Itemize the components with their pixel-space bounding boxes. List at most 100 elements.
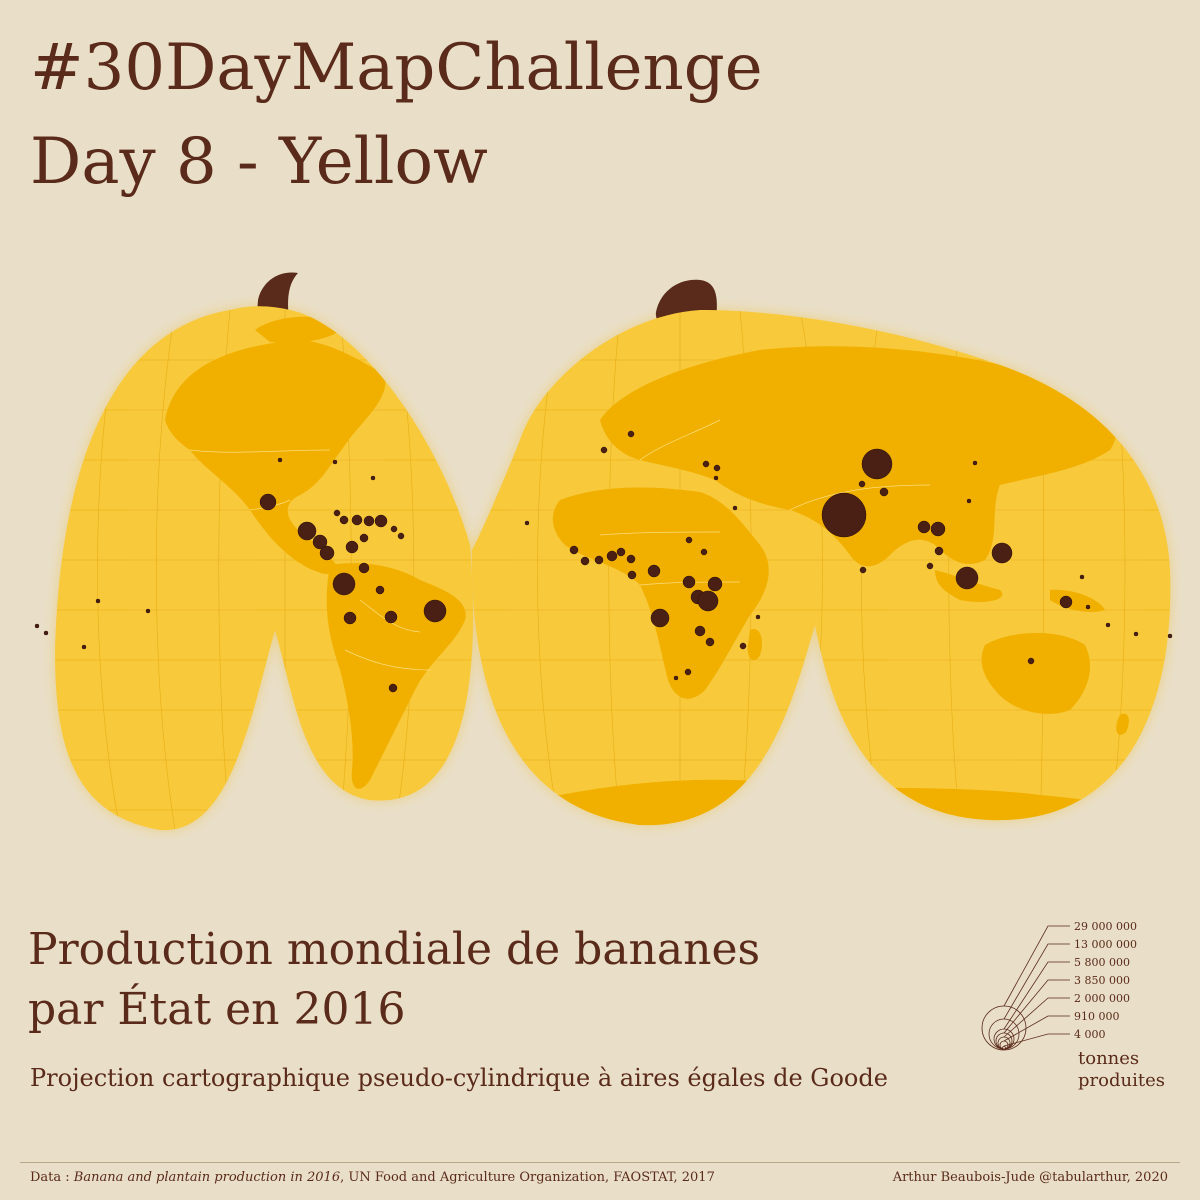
symbol: [821, 492, 867, 538]
symbol: [972, 460, 978, 466]
symbol: [966, 498, 972, 504]
symbol: [1079, 574, 1085, 580]
symbol: [606, 550, 618, 562]
legend-label: 29 000 000: [1074, 920, 1137, 933]
symbol: [358, 562, 370, 574]
symbol: [600, 446, 608, 454]
symbol: [991, 542, 1013, 564]
symbol: [345, 540, 359, 554]
map-heading-line-1: Production mondiale de bananes: [28, 924, 761, 975]
legend-label: 910 000: [1074, 1010, 1120, 1023]
symbol: [739, 642, 747, 650]
symbol: [319, 545, 335, 561]
symbol: [713, 464, 721, 472]
page-title-line-2: Day 8 - Yellow: [30, 125, 488, 199]
symbol: [647, 564, 661, 578]
symbol: [1105, 622, 1111, 628]
footer-source-title: Banana and plantain production in 2016: [73, 1170, 341, 1185]
symbol: [926, 562, 934, 570]
footer-divider: [20, 1162, 1180, 1163]
symbol: [81, 644, 87, 650]
symbol: [34, 623, 40, 629]
symbol: [627, 430, 635, 438]
banana-map: [34, 272, 1173, 831]
symbol: [713, 475, 719, 481]
symbol: [390, 525, 398, 533]
projection-note: Projection cartographique pseudo-cylindr…: [30, 1064, 888, 1092]
symbol: [861, 448, 893, 480]
symbol: [702, 460, 710, 468]
symbol: [388, 683, 398, 693]
symbol: [955, 566, 979, 590]
symbol: [705, 637, 715, 647]
symbol: [934, 546, 944, 556]
symbol: [569, 545, 579, 555]
symbol: [694, 625, 706, 637]
symbol: [384, 610, 398, 624]
symbol: [43, 630, 49, 636]
legend-label: 5 800 000: [1074, 956, 1130, 969]
symbol: [95, 598, 101, 604]
production-symbols: [34, 430, 1173, 693]
symbol: [374, 514, 388, 528]
symbol: [339, 515, 349, 525]
map-lobe-eurasia-africa-oceania: [471, 310, 1171, 826]
symbol: [650, 608, 670, 628]
symbol: [524, 520, 530, 526]
symbol: [297, 521, 317, 541]
symbol: [930, 521, 946, 537]
symbol: [1027, 657, 1035, 665]
symbol: [879, 487, 889, 497]
symbol: [684, 668, 692, 676]
symbol: [333, 509, 341, 517]
legend-circle: [1002, 1046, 1006, 1050]
symbol: [145, 608, 151, 614]
legend-circle: [988, 1018, 1020, 1050]
footer-source-prefix: Data :: [30, 1170, 74, 1185]
legend-label: 13 000 000: [1074, 938, 1137, 951]
symbol: [707, 576, 723, 592]
symbol: [343, 611, 357, 625]
footer-credit: Arthur Beaubois-Jude @tabularthur, 2020: [892, 1170, 1168, 1185]
legend-unit-line-1: tonnes: [1078, 1048, 1140, 1069]
legend-label: 2 000 000: [1074, 992, 1130, 1005]
page-title-line-1: #30DayMapChallenge: [30, 31, 763, 105]
symbol: [363, 515, 375, 527]
symbol: [682, 575, 696, 589]
symbol: [1059, 595, 1073, 609]
legend-unit-line-2: produites: [1078, 1070, 1165, 1091]
symbol: [859, 566, 867, 574]
symbol: [351, 514, 363, 526]
legend: 29 000 000 13 000 000 5 800 000 3 850 00…: [981, 920, 1137, 1051]
legend-label: 4 000: [1074, 1028, 1106, 1041]
symbol: [259, 493, 277, 511]
symbol: [1133, 631, 1139, 637]
symbol: [685, 536, 693, 544]
symbol: [359, 533, 369, 543]
symbol: [332, 572, 356, 596]
symbol: [755, 614, 761, 620]
symbol: [616, 547, 626, 557]
symbol: [627, 570, 637, 580]
symbol: [594, 555, 604, 565]
symbol: [332, 459, 338, 465]
symbol: [673, 675, 679, 681]
symbol: [580, 556, 590, 566]
map-heading-line-2: par État en 2016: [28, 984, 406, 1035]
symbol: [626, 554, 636, 564]
symbol: [312, 534, 328, 550]
symbol: [732, 505, 738, 511]
symbol: [917, 520, 931, 534]
legend-label: 3 850 000: [1074, 974, 1130, 987]
legend-circle: [981, 1005, 1027, 1051]
symbol: [700, 548, 708, 556]
symbol: [277, 457, 283, 463]
symbol: [1167, 633, 1173, 639]
symbol: [697, 590, 719, 612]
footer-source: Data : Banana and plantain production in…: [30, 1170, 715, 1185]
symbol: [375, 585, 385, 595]
symbol: [858, 480, 866, 488]
symbol: [1085, 604, 1091, 610]
legend-unit: tonnes produites: [1078, 1048, 1188, 1092]
symbol: [423, 599, 447, 623]
